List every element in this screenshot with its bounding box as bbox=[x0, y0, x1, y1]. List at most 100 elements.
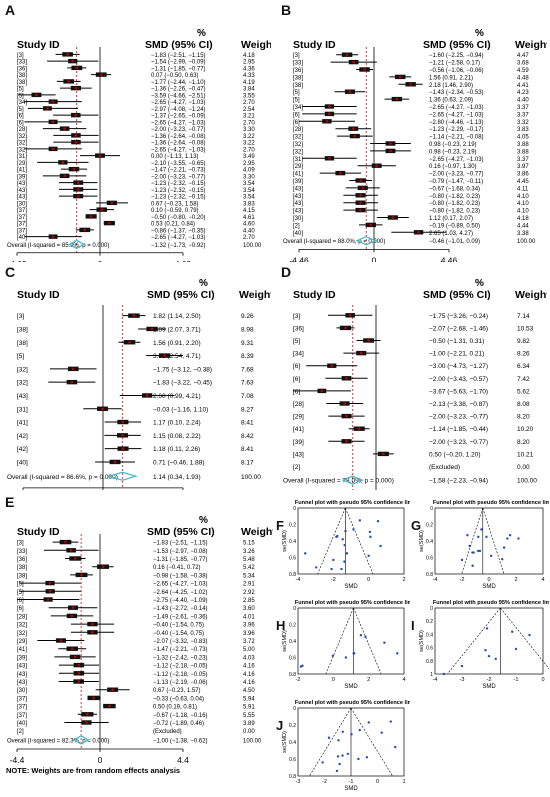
study-point-estimate bbox=[72, 167, 76, 171]
study-point-estimate bbox=[77, 680, 80, 683]
study-id-label: [43] bbox=[17, 393, 28, 400]
funnel-y-tick-label: 0 bbox=[430, 606, 433, 612]
funnel-study-point bbox=[365, 756, 369, 759]
study-id-label: [32] bbox=[17, 141, 27, 147]
study-smd-ci: −1.83 (−3.22, −0.45) bbox=[153, 380, 212, 387]
study-point-estimate bbox=[100, 208, 104, 211]
study-weight: 2.95 bbox=[243, 60, 255, 66]
header-study-id: Study ID bbox=[293, 289, 336, 301]
study-weight: 3.22 bbox=[243, 134, 255, 140]
funnel-ci-left bbox=[447, 607, 501, 675]
forest-plot-e: % Study ID SMD (95% CI) Weight [3] −1.83 (−2.… bbox=[6, 515, 273, 775]
study-point-estimate bbox=[71, 367, 75, 371]
overall-weight: 100.00 bbox=[243, 738, 262, 744]
x-tick-label: 4.4 bbox=[177, 755, 189, 765]
funnel-y-tick-label: 0.4 bbox=[426, 539, 433, 545]
study-smd-ci: 0.50 (0.19, 0.81) bbox=[153, 705, 197, 711]
funnel-y-tick-label: 0.2 bbox=[426, 619, 433, 625]
study-weight: 9.82 bbox=[517, 338, 530, 345]
study-point-estimate bbox=[101, 565, 105, 568]
study-smd-ci: −1.31 (−1.85, −0.77) bbox=[151, 66, 206, 72]
study-id-label: [40] bbox=[17, 235, 27, 241]
study-point-estimate bbox=[61, 161, 65, 164]
study-point-estimate bbox=[382, 452, 385, 456]
study-point-estimate bbox=[48, 590, 52, 593]
study-smd-ci: 0.98 (−0.23, 2.19) bbox=[429, 149, 477, 155]
study-id-label: [43] bbox=[293, 186, 303, 192]
study-point-estimate bbox=[70, 380, 74, 384]
study-id-label: [6] bbox=[17, 120, 24, 126]
funnel-study-point bbox=[364, 635, 367, 639]
funnel-x-tick-label: 4 bbox=[402, 677, 405, 683]
funnel-y-label: se(SMD) bbox=[282, 530, 288, 552]
study-id-label: [29] bbox=[293, 164, 303, 170]
study-id-label: [43] bbox=[17, 672, 27, 678]
study-point-estimate bbox=[64, 540, 67, 544]
funnel-x-tick-label: -1 bbox=[349, 779, 354, 785]
study-weight: 2.85 bbox=[243, 598, 255, 604]
forest-plot-c: % Study ID SMD (95% CI) Weight [3] 1.82 (1.14… bbox=[7, 278, 271, 490]
forest-panel-c: C % Study ID SMD (95% CI) Weight [3] 1.82 (1.… bbox=[3, 264, 271, 490]
funnel-study-point bbox=[480, 528, 483, 531]
study-id-label: [43] bbox=[293, 194, 303, 200]
study-id-label: [38] bbox=[17, 326, 28, 333]
overall-diamond bbox=[341, 475, 364, 485]
study-id-label: [5] bbox=[17, 582, 24, 588]
header-smd-ci: SMD (95% CI) bbox=[147, 526, 215, 538]
overall-label: Overall (I-squared = 85.9%, p = 0.000) bbox=[7, 243, 109, 249]
study-point-estimate bbox=[359, 179, 363, 182]
study-weight: 5.34 bbox=[243, 573, 255, 579]
study-id-label: [5] bbox=[17, 93, 24, 99]
study-smd-ci: −1.00 (−2.21, 0.21) bbox=[429, 351, 484, 358]
study-point-estimate bbox=[348, 314, 352, 317]
study-weight: 3.54 bbox=[243, 188, 255, 194]
study-weight: 4.40 bbox=[517, 98, 529, 104]
funnel-study-point bbox=[304, 552, 307, 555]
study-id-label: [43] bbox=[17, 188, 27, 194]
study-id-label: [6] bbox=[293, 363, 300, 370]
study-smd-ci: 0.16 (−0.97, 1.30) bbox=[429, 164, 477, 170]
study-id-label: [38] bbox=[17, 565, 27, 571]
study-weight: 4.16 bbox=[243, 664, 255, 670]
funnel-x-tick-label: 2 bbox=[514, 577, 517, 583]
funnel-y-label: se(SMD) bbox=[282, 731, 288, 753]
study-id-label: [36] bbox=[293, 68, 303, 74]
study-smd-ci: −1.53 (−2.97, −0.08) bbox=[153, 549, 208, 555]
funnel-title: Funnel plot with pseudo 95% confidence l… bbox=[433, 500, 549, 506]
study-point-estimate bbox=[389, 149, 392, 153]
study-smd-ci: −1.60 (−2.25, −0.94) bbox=[429, 53, 484, 59]
panel-label-c: C bbox=[5, 264, 16, 280]
study-point-estimate bbox=[145, 394, 149, 397]
study-weight: 3.55 bbox=[243, 93, 255, 99]
header-weight: Weight bbox=[239, 289, 271, 301]
study-smd-ci: −1.14 (−2.21, −0.08) bbox=[429, 135, 484, 141]
funnel-study-point bbox=[368, 530, 372, 534]
study-id-label: [31] bbox=[17, 154, 27, 160]
study-weight: 4.09 bbox=[243, 168, 255, 174]
funnel-study-point bbox=[299, 665, 303, 668]
study-point-estimate bbox=[361, 186, 365, 190]
funnel-y-tick-label: 0.4 bbox=[289, 639, 296, 645]
funnel-study-point bbox=[338, 762, 341, 766]
study-point-estimate bbox=[80, 573, 83, 577]
funnel-study-point bbox=[336, 755, 340, 758]
study-point-estimate bbox=[77, 663, 81, 667]
study-id-label: [39] bbox=[17, 174, 27, 180]
study-id-label: [32] bbox=[17, 147, 27, 153]
study-point-estimate bbox=[35, 93, 38, 97]
funnel-y-tick-label: 0.2 bbox=[426, 523, 433, 529]
study-weight: 4.36 bbox=[243, 66, 255, 72]
study-point-estimate bbox=[121, 420, 125, 424]
study-id-label: [39] bbox=[293, 439, 304, 446]
funnel-title: Funnel plot with pseudo 95% confidence l… bbox=[295, 500, 410, 506]
study-smd-ci: −1.47 (−2.21, −0.73) bbox=[151, 168, 206, 174]
funnel-y-tick-label: 0.8 bbox=[289, 572, 296, 578]
study-id-label: [41] bbox=[293, 172, 303, 178]
study-smd-ci: 0.67 (−0.23, 1.58) bbox=[151, 201, 199, 207]
funnel-plot-f: Funnel plot with pseudo 95% confidence l… bbox=[282, 500, 410, 590]
study-weight: 3.54 bbox=[243, 181, 255, 187]
study-id-label: [43] bbox=[293, 451, 304, 458]
study-smd-ci: −2.13 (−3.38, −0.87) bbox=[429, 401, 488, 408]
study-weight: 2.95 bbox=[243, 161, 255, 167]
funnel-y-tick-label: 0 bbox=[293, 706, 296, 712]
